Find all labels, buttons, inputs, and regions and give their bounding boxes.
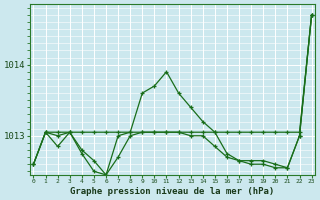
X-axis label: Graphe pression niveau de la mer (hPa): Graphe pression niveau de la mer (hPa)	[70, 187, 275, 196]
